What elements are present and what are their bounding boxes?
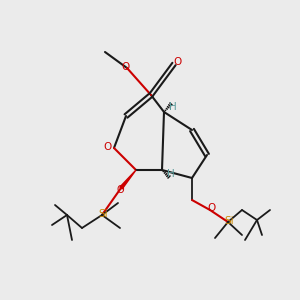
Text: O: O — [116, 185, 124, 195]
Text: O: O — [122, 62, 130, 72]
Text: O: O — [103, 142, 111, 152]
Text: H: H — [169, 102, 177, 112]
Text: Si: Si — [224, 216, 234, 226]
Text: Si: Si — [98, 209, 108, 219]
Text: O: O — [208, 203, 216, 213]
Text: H: H — [167, 169, 175, 179]
Polygon shape — [120, 170, 136, 189]
Text: O: O — [174, 57, 182, 67]
